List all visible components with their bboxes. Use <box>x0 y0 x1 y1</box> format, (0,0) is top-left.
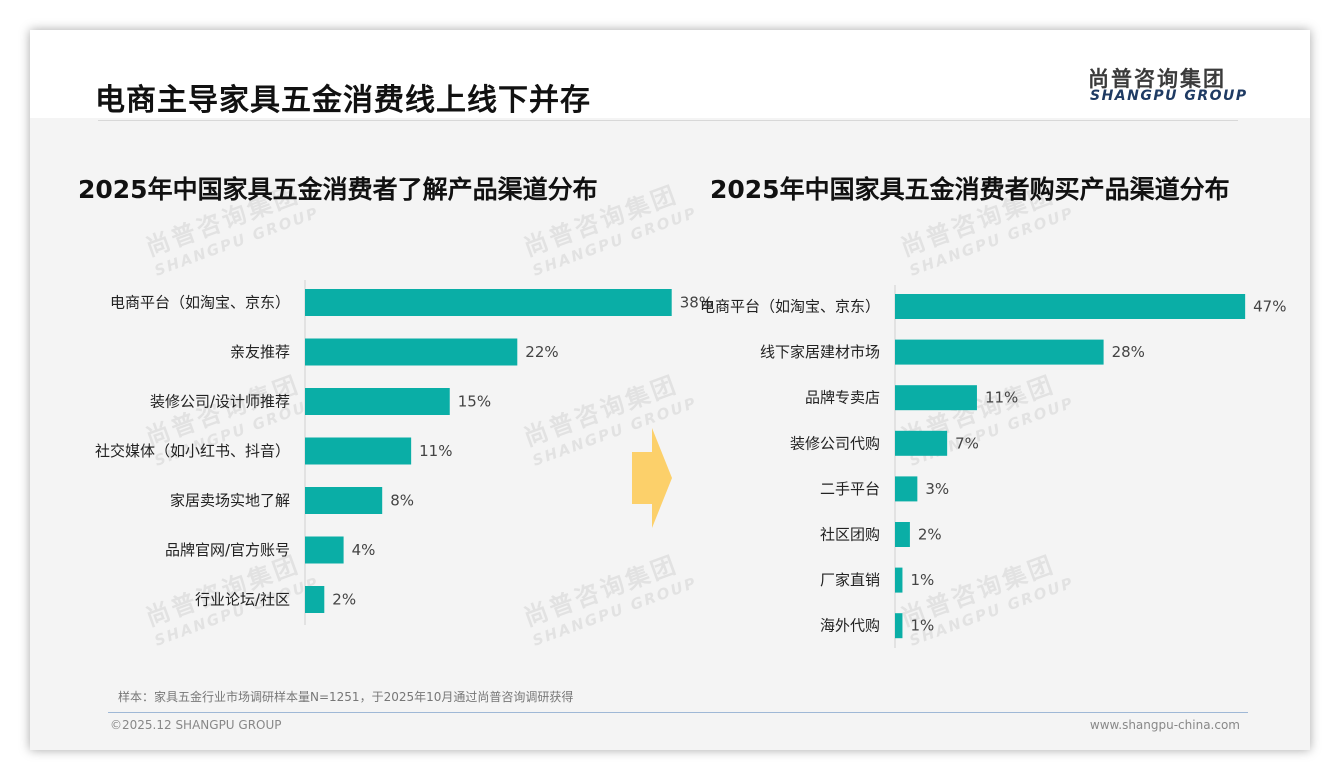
data-label: 1% <box>910 617 934 635</box>
category-label: 海外代购 <box>820 617 880 635</box>
category-label: 行业论坛/社区 <box>195 591 290 609</box>
category-label: 家居卖场实地了解 <box>170 492 290 510</box>
data-label: 7% <box>955 434 979 452</box>
category-label: 厂家直销 <box>820 571 880 589</box>
bar <box>895 522 910 547</box>
logo-text-en: SHANGPU GROUP <box>1090 88 1248 104</box>
data-label: 2% <box>918 526 942 544</box>
data-label: 47% <box>1253 298 1286 316</box>
copyright: ©2025.12 SHANGPU GROUP <box>110 718 282 732</box>
website: www.shangpu-china.com <box>1089 718 1240 732</box>
data-label: 28% <box>1112 343 1145 361</box>
chart-title-awareness: 2025年中国家具五金消费者了解产品渠道分布 <box>78 175 598 204</box>
category-label: 亲友推荐 <box>230 343 290 361</box>
data-label: 4% <box>352 541 376 559</box>
data-label: 2% <box>332 591 356 609</box>
logo-text-cn: 尚普咨询集团 <box>1088 67 1226 91</box>
bar <box>895 613 903 639</box>
data-label: 3% <box>925 480 949 498</box>
slide: 电商主导家具五金消费线上线下并存 尚普咨询集团 SHANGPU GROUP 尚普… <box>30 30 1310 750</box>
category-label: 社区团购 <box>820 526 880 544</box>
bar <box>305 437 412 465</box>
page-title: 电商主导家具五金消费线上线下并存 <box>95 83 591 118</box>
bar <box>895 339 1104 365</box>
bar <box>895 476 918 502</box>
category-label: 品牌专卖店 <box>805 389 880 407</box>
category-label: 二手平台 <box>820 480 880 498</box>
category-label: 线下家居建材市场 <box>760 343 880 361</box>
bar <box>895 430 948 456</box>
sample-note: 样本：家具五金行业市场调研样本量N=1251，于2025年10月通过尚普咨询调研… <box>118 690 574 704</box>
data-label: 38% <box>680 294 713 312</box>
bar <box>895 567 903 593</box>
purchase-channel-chart: 电商平台（如淘宝、京东） 47% 线下家居建材市场 28% 品牌专卖店 11% 装修公司代购… <box>700 285 1286 648</box>
bar <box>305 388 450 415</box>
bar <box>305 338 518 366</box>
category-label: 电商平台（如淘宝、京东） <box>110 294 290 312</box>
data-label: 8% <box>390 492 414 510</box>
bar <box>895 385 977 411</box>
data-label: 22% <box>525 343 558 361</box>
chart-title-purchase: 2025年中国家具五金消费者购买产品渠道分布 <box>710 175 1230 204</box>
category-label: 社交媒体（如小红书、抖音） <box>95 442 290 460</box>
data-label: 1% <box>910 571 934 589</box>
awareness-channel-chart: 电商平台（如淘宝、京东） 38% 亲友推荐 22% 装修公司/设计师推荐 15% 社交媒体（… <box>95 280 713 625</box>
category-label: 装修公司代购 <box>790 434 880 452</box>
data-label: 11% <box>419 442 452 460</box>
category-label: 装修公司/设计师推荐 <box>150 393 290 411</box>
bar-charts: 电商平台（如淘宝、京东） 38%亲友推荐 22%装修公司/设计师推荐 15%社交媒体（… <box>95 280 1286 648</box>
arrow-right-icon <box>632 428 672 528</box>
bar <box>305 586 325 613</box>
bar <box>895 294 1246 319</box>
data-label: 15% <box>458 393 491 411</box>
category-label: 品牌官网/官方账号 <box>165 541 290 559</box>
title-divider <box>98 120 1238 121</box>
footer-divider <box>108 712 1248 713</box>
title-strip <box>30 30 1310 118</box>
category-label: 电商平台（如淘宝、京东） <box>700 298 880 316</box>
data-label: 11% <box>985 389 1018 407</box>
bar <box>305 536 344 564</box>
bar <box>305 289 672 316</box>
bar <box>305 487 383 514</box>
